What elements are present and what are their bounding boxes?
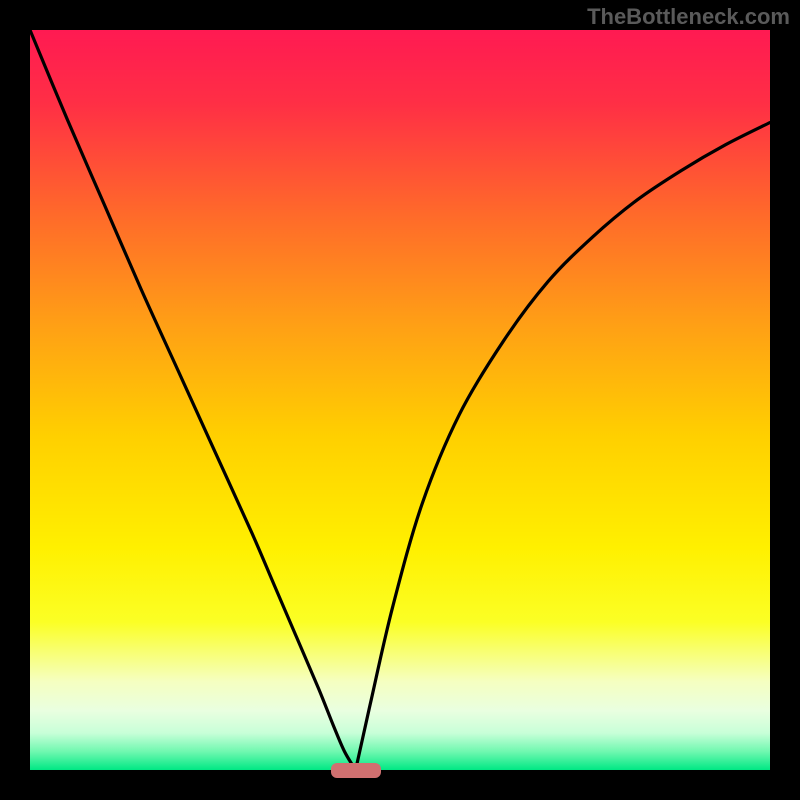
curve-right-branch xyxy=(356,123,770,771)
curve-left-branch xyxy=(30,30,356,770)
watermark-text: TheBottleneck.com xyxy=(587,4,790,30)
plot-area xyxy=(30,30,770,770)
chart-container: TheBottleneck.com xyxy=(0,0,800,800)
dip-marker xyxy=(331,763,381,778)
bottleneck-curve xyxy=(30,30,770,770)
